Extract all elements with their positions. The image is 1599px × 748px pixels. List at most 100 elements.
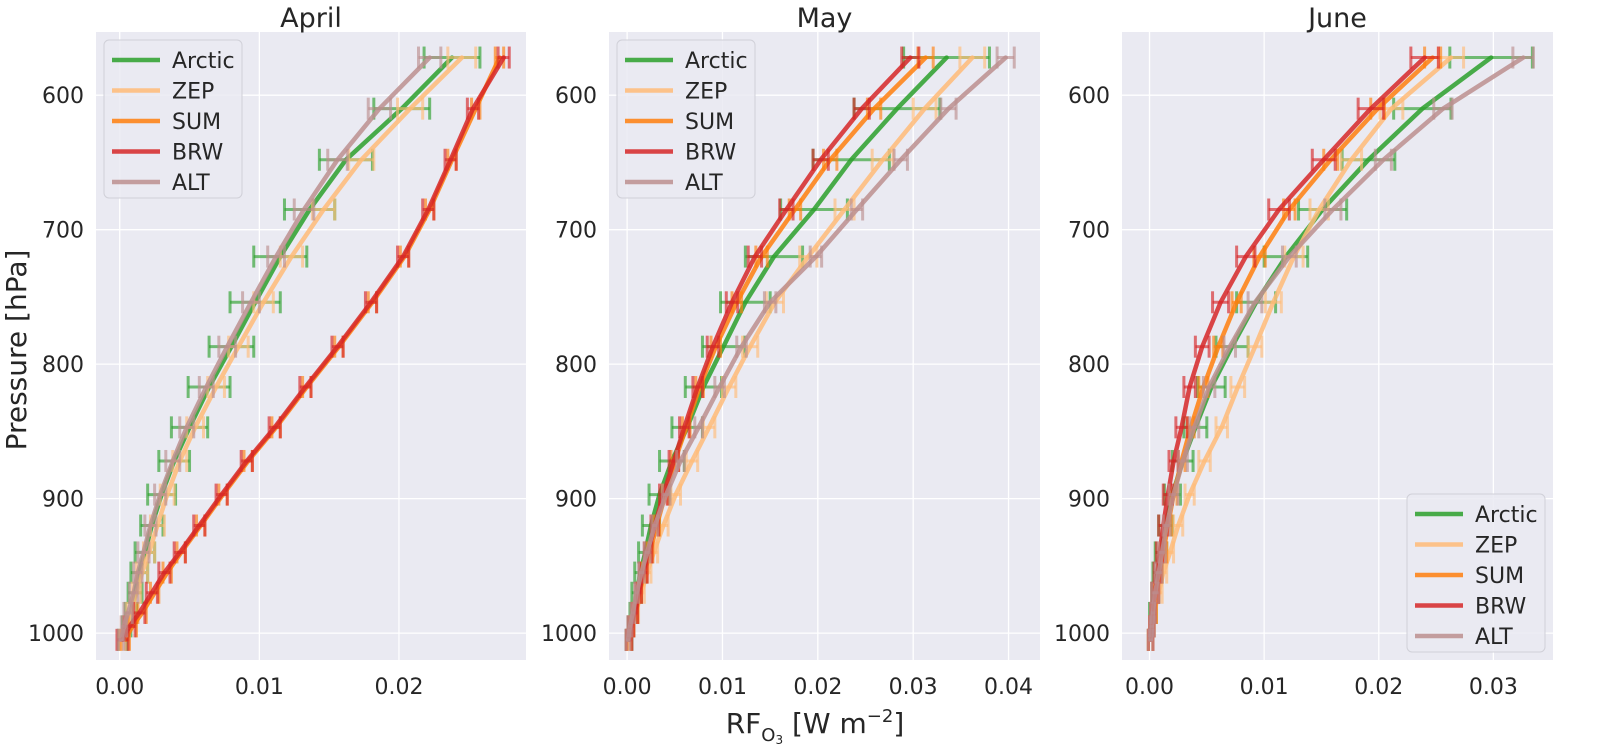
error-bar [1511, 46, 1536, 69]
error-bar [396, 245, 411, 268]
error-bar [1182, 376, 1197, 399]
error-bar [1193, 335, 1211, 358]
error-bar [241, 291, 261, 314]
error-bar [1150, 581, 1161, 604]
error-bar [1201, 376, 1217, 399]
error-bar [705, 335, 721, 358]
error-bar [650, 514, 660, 537]
error-bar [849, 198, 865, 221]
error-bar [443, 148, 458, 171]
y-tick-label: 1000 [541, 622, 597, 647]
error-bar [1167, 483, 1180, 506]
x-tick-label: 0.01 [235, 675, 284, 700]
x-tick-label: 0.01 [698, 675, 747, 700]
x-tick-label: 0.00 [1125, 675, 1174, 700]
error-bar [122, 601, 134, 624]
y-tick-label: 800 [555, 353, 597, 378]
legend-label-alt: ALT [172, 171, 210, 196]
y-axis-label: Pressure [hPa] [0, 250, 33, 451]
error-bar [496, 46, 511, 69]
legend-label-alt: ALT [1475, 625, 1513, 650]
error-bar [675, 449, 686, 472]
error-bar [143, 514, 158, 537]
error-bar [811, 148, 830, 171]
error-bar [713, 376, 726, 399]
series-line-zep [120, 55, 465, 643]
legend: Arctic ZEP SUM BRW ALT [616, 39, 756, 199]
error-bar [1229, 376, 1247, 399]
series-line-brw [120, 55, 506, 643]
series-alt [624, 46, 1016, 651]
error-bar [153, 483, 168, 506]
legend-label-arctic: Arctic [172, 49, 235, 74]
y-tick-label: 1000 [28, 622, 84, 647]
error-bar [1235, 245, 1257, 268]
x-tick-label: 0.02 [374, 675, 423, 700]
panel-title: April [280, 3, 342, 34]
error-bar [808, 245, 824, 268]
error-bar [267, 416, 282, 439]
y-tick-label: 900 [555, 488, 597, 513]
error-bar [164, 449, 182, 472]
legend-label-brw: BRW [172, 141, 223, 166]
error-bar [144, 581, 159, 604]
y-tick-label: 800 [42, 353, 84, 378]
error-bar [366, 97, 393, 120]
error-bar [1323, 198, 1343, 221]
error-bar [214, 483, 229, 506]
error-bar [116, 628, 126, 651]
legend-frame [616, 39, 756, 199]
error-bar [239, 449, 254, 472]
y-tick-label: 1000 [1054, 622, 1110, 647]
error-bar [298, 376, 313, 399]
error-bar [1280, 245, 1298, 268]
legend: Arctic ZEP SUM BRW ALT [103, 39, 243, 199]
error-bar [1246, 335, 1264, 358]
legend: Arctic ZEP SUM BRW ALT [1406, 493, 1546, 653]
error-bar [417, 46, 443, 69]
legend-label-alt: ALT [685, 171, 723, 196]
error-bar [735, 335, 748, 358]
error-bar [624, 628, 632, 651]
error-bar [1174, 416, 1189, 439]
x-tick-label: 0.04 [984, 675, 1033, 700]
panel-title: June [1306, 3, 1367, 34]
legend-label-arctic: Arctic [685, 49, 748, 74]
error-bar [995, 46, 1016, 69]
error-bar [326, 148, 349, 171]
error-bar [119, 615, 129, 638]
error-bar [363, 291, 379, 314]
chart-panel-may: 0.00 0.01 0.02 0.03 0.04 600 700 800 900 1000 May A… [541, 3, 1040, 700]
legend-label-sum: SUM [172, 110, 221, 135]
error-bar [1356, 97, 1385, 120]
error-bar [1214, 416, 1229, 439]
error-bar [1153, 561, 1164, 584]
y-tick-label: 900 [1068, 488, 1110, 513]
error-bar [217, 335, 238, 358]
error-bar [746, 245, 764, 268]
error-bar [1197, 449, 1212, 472]
y-tick-label: 700 [1068, 219, 1110, 244]
panel-title: May [797, 3, 853, 34]
error-bar [1339, 148, 1364, 171]
error-bar [892, 148, 909, 171]
error-bar [1172, 514, 1185, 537]
error-bar [900, 46, 921, 69]
x-tick-label: 0.01 [1240, 675, 1289, 700]
x-axis-label: RFO3 [W m−2] [726, 706, 905, 747]
x-tick-label: 0.02 [793, 675, 842, 700]
error-bar [958, 46, 987, 69]
error-bar [172, 541, 187, 564]
error-bar [1263, 291, 1283, 314]
legend-label-brw: BRW [1475, 595, 1526, 620]
error-bar [1183, 483, 1196, 506]
error-bar [292, 198, 316, 221]
error-bar [1310, 148, 1337, 171]
error-bar [693, 416, 704, 439]
legend-frame [1406, 493, 1546, 653]
series-alt [116, 46, 443, 651]
x-tick-label: 0.00 [95, 675, 144, 700]
error-bar [157, 561, 172, 584]
error-bar [1157, 541, 1168, 564]
